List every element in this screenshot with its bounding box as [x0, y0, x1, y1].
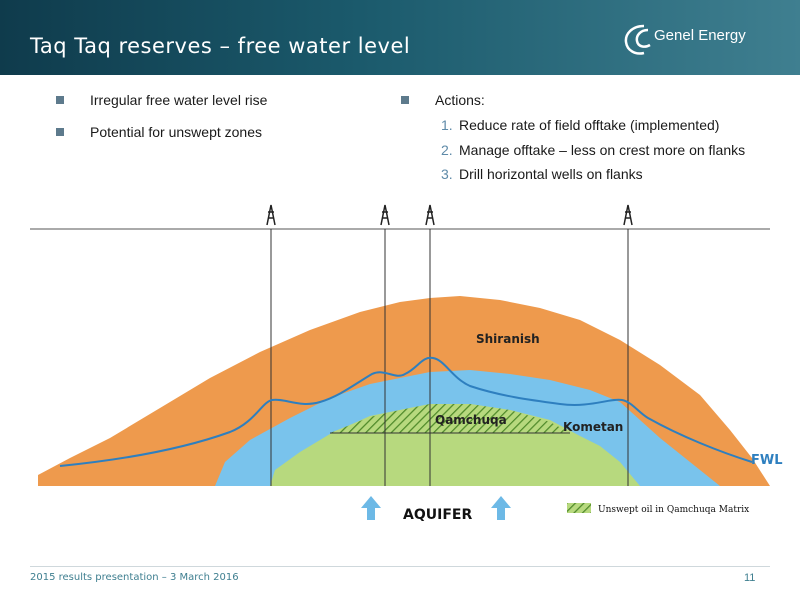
free-water-level-line: [59, 356, 753, 467]
header-bar: [0, 0, 800, 75]
drilling-rig-icon: [266, 204, 276, 226]
genel-energy-logo: [624, 24, 651, 55]
action-item: 2. Manage offtake – less on crest more on…: [441, 142, 745, 158]
footer-text: 2015 results presentation – 3 March 2016: [30, 572, 239, 583]
drilling-rig-icon: [623, 204, 633, 226]
well: [380, 204, 390, 486]
well: [623, 204, 633, 486]
reservoir-cross-section: Shiranish Qamchuqa Kometan FWL AQUIFER U…: [30, 204, 783, 523]
action-number: 1.: [441, 117, 453, 133]
page-number: 11: [744, 572, 756, 584]
bullet-marker: [401, 96, 409, 104]
shiranish-label: Shiranish: [476, 332, 540, 346]
legend-swatch: [567, 503, 591, 513]
legend-label: Unswept oil in Qamchuqa Matrix: [598, 505, 749, 515]
qamchuqa-label: Qamchuqa: [435, 413, 507, 427]
logo-text: Genel Energy: [654, 27, 746, 44]
actions-heading: Actions:: [435, 92, 485, 108]
up-arrow-icon: [491, 496, 511, 520]
aquifer-label: AQUIFER: [403, 507, 472, 523]
footer-divider: [30, 566, 770, 567]
drilling-rig-icon: [425, 204, 435, 226]
action-text: Drill horizontal wells on flanks: [459, 166, 643, 182]
up-arrow-icon: [361, 496, 381, 520]
drilling-rig-icon: [380, 204, 390, 226]
action-number: 3.: [441, 166, 453, 182]
action-item: 3. Drill horizontal wells on flanks: [441, 166, 643, 182]
bullet-item: Irregular free water level rise: [90, 92, 268, 108]
action-text: Reduce rate of field offtake (implemente…: [459, 117, 720, 133]
bullet-marker: [56, 96, 64, 104]
page-title: Taq Taq reserves – free water level: [30, 34, 411, 58]
unswept-oil-zone: [330, 404, 570, 433]
bullet-item: Potential for unswept zones: [90, 124, 262, 140]
kometan-label: Kometan: [563, 420, 623, 434]
action-item: 1. Reduce rate of field offtake (implemen…: [441, 117, 719, 133]
bullet-marker: [56, 128, 64, 136]
fwl-label: FWL: [751, 453, 783, 468]
action-number: 2.: [441, 142, 453, 158]
action-text: Manage offtake – less on crest more on f…: [459, 142, 746, 158]
well: [266, 204, 276, 486]
